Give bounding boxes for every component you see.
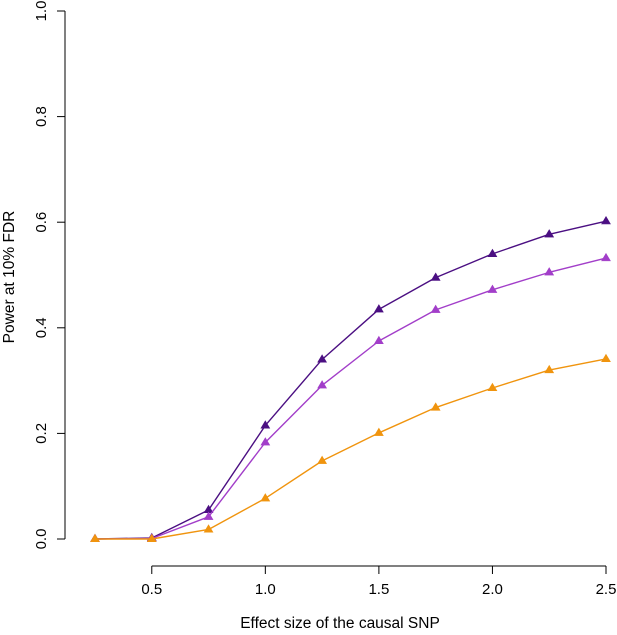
series-3-point [90, 533, 100, 543]
series-3-point [544, 364, 555, 374]
x-tick-label: 2.0 [482, 581, 503, 598]
series-layer [90, 215, 611, 543]
series-2-point [373, 335, 384, 345]
series-3-point [601, 353, 611, 363]
series-2 [90, 252, 611, 543]
y-tick-label: 0.8 [33, 106, 50, 127]
series-3-point [430, 402, 441, 411]
series-3-point [146, 533, 157, 543]
series-3-line [95, 358, 607, 540]
series-1-point [601, 215, 611, 225]
series-3-point [487, 382, 498, 392]
series-3-point [260, 493, 271, 502]
series-2-point [487, 284, 498, 293]
y-tick-label: 0.0 [33, 529, 50, 550]
series-1 [90, 215, 611, 543]
series-1-point [544, 229, 555, 238]
y-tick-label: 0.6 [33, 212, 50, 233]
series-2-line [94, 257, 607, 540]
series-1-point [317, 354, 328, 363]
x-tick-label: 0.5 [141, 581, 162, 598]
series-1-point [260, 420, 271, 429]
x-tick-label: 1.0 [255, 581, 276, 598]
y-axis: 0.0 0.2 0.4 0.6 0.8 1.0 [33, 1, 66, 550]
series-2-point [260, 437, 271, 446]
series-2-point [203, 511, 214, 520]
y-axis-title: Power at 10% FDR [1, 211, 18, 344]
series-3-point [373, 427, 384, 436]
y-tick-label: 0.4 [33, 317, 50, 338]
series-1-point [487, 248, 498, 257]
series-1-point [373, 304, 384, 313]
series-3-point [317, 455, 328, 464]
series-2-point [544, 267, 555, 276]
series-2-point [601, 252, 611, 262]
series-1-line [94, 220, 607, 540]
x-tick-label: 2.5 [596, 581, 617, 598]
x-axis: 0.5 1.0 1.5 2.0 2.5 [141, 565, 617, 598]
y-tick-label: 1.0 [33, 1, 50, 22]
series-3-point [203, 524, 214, 533]
series-2-point [317, 380, 328, 389]
series-3 [90, 353, 611, 543]
x-axis-title: Effect size of the causal SNP [240, 615, 440, 632]
series-2-point [430, 304, 441, 313]
y-tick-label: 0.2 [33, 423, 50, 444]
series-1-point [430, 272, 441, 281]
x-tick-label: 1.5 [368, 581, 389, 598]
